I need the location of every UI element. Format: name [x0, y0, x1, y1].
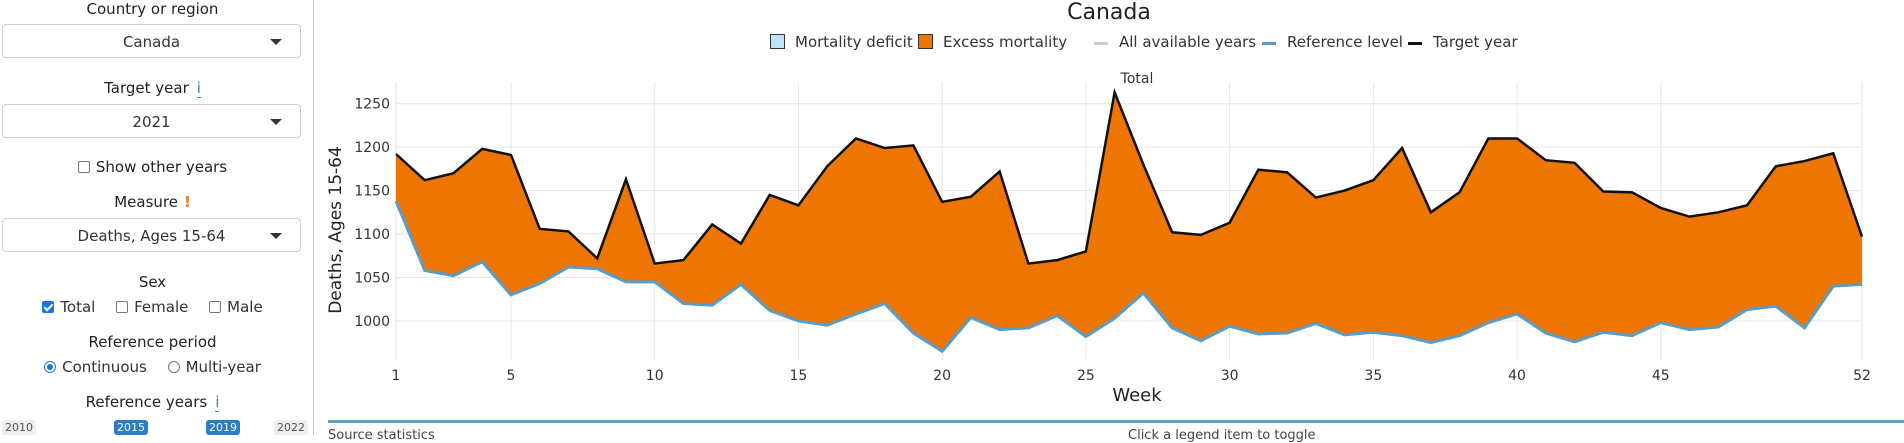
sex-option-female[interactable]: Female — [116, 298, 188, 316]
sex-option-total[interactable]: Total — [42, 298, 95, 316]
sex-option-male[interactable]: Male — [209, 298, 263, 316]
legend-all-years-label[interactable]: All available years — [1119, 33, 1257, 51]
excess-mortality-area — [396, 92, 1862, 352]
legend-target-label[interactable]: Target year — [1433, 33, 1518, 51]
sex-female-label: Female — [134, 298, 189, 316]
sex-male-label: Male — [227, 298, 263, 316]
year-slider-tick-max: 2022 — [274, 420, 308, 435]
bottom-tab-bar — [328, 420, 1904, 423]
sex-label: Sex — [138, 273, 167, 291]
show-other-years-checkbox[interactable] — [77, 161, 90, 173]
bottom-right-text[interactable]: Click a legend item to toggle — [1128, 428, 1316, 443]
reference-period-label: Reference period — [88, 333, 217, 351]
reference-years-info-icon[interactable]: i — [215, 393, 220, 412]
year-slider-handle-start[interactable]: 2015 — [114, 420, 148, 435]
reference-period-options: Continuous Multi-year — [0, 358, 305, 376]
reference-level-line — [394, 200, 1863, 354]
legend-all-years-swatch[interactable] — [1094, 42, 1108, 45]
x-tick-label: 15 — [790, 368, 808, 384]
y-tick-label: 1050 — [354, 270, 390, 286]
chart-subtitle: Total — [1120, 71, 1154, 87]
chevron-down-icon — [270, 233, 282, 239]
x-tick-label: 5 — [507, 368, 516, 384]
legend-excess-label[interactable]: Excess mortality — [943, 33, 1068, 51]
sex-total-checkbox[interactable] — [42, 301, 55, 313]
reference-years-label-row: Reference years i — [0, 393, 305, 412]
y-tick-label: 1200 — [354, 140, 390, 156]
x-tick-label: 25 — [1077, 368, 1095, 384]
x-tick-label: 20 — [933, 368, 951, 384]
legend-deficit-swatch[interactable] — [770, 34, 785, 49]
bottom-left-text[interactable]: Source statistics — [328, 428, 435, 443]
y-axis-label: Deaths, Ages 15-64 — [326, 146, 346, 314]
country-select[interactable]: Canada — [2, 24, 301, 58]
measure-label: Measure — [114, 193, 178, 211]
show-other-years-row[interactable]: Show other years — [0, 158, 305, 176]
country-label: Country or region — [86, 0, 219, 18]
x-tick-label: 35 — [1364, 368, 1382, 384]
x-tick-label: 52 — [1853, 368, 1871, 384]
reference-period-multi-year[interactable]: Multi-year — [167, 358, 261, 376]
x-tick-label: 30 — [1221, 368, 1239, 384]
y-tick-label: 1000 — [354, 314, 390, 330]
show-other-years-label: Show other years — [95, 158, 228, 176]
x-tick-label: 1 — [392, 368, 401, 384]
continuous-radio[interactable] — [44, 361, 57, 373]
control-sidebar: Country or region Canada Target year i 20… — [0, 0, 314, 435]
year-slider-tick-min: 2010 — [2, 420, 36, 435]
legend-reference-swatch[interactable] — [1262, 42, 1276, 45]
multi-year-label: Multi-year — [185, 358, 261, 376]
legend-deficit-label[interactable]: Mortality deficit — [795, 33, 913, 51]
legend-reference-label[interactable]: Reference level — [1287, 33, 1403, 51]
chevron-down-icon — [270, 39, 282, 45]
sex-female-checkbox[interactable] — [116, 301, 129, 313]
x-tick-label: 45 — [1652, 368, 1670, 384]
target-year-line — [395, 87, 1864, 265]
sex-options: Total Female Male — [0, 298, 305, 316]
measure-label-row: Measure! — [0, 193, 305, 211]
chart-title: Canada — [1067, 0, 1151, 25]
measure-select-value: Deaths, Ages 15-64 — [77, 227, 226, 245]
legend-target-swatch[interactable] — [1408, 42, 1422, 45]
target-year-label: Target year — [104, 79, 189, 97]
year-slider-handle-end[interactable]: 2019 — [206, 420, 240, 435]
measure-select[interactable]: Deaths, Ages 15-64 — [2, 218, 301, 252]
target-year-select[interactable]: 2021 — [2, 104, 301, 138]
reference-period-continuous[interactable]: Continuous — [44, 358, 147, 376]
legend-excess-swatch[interactable] — [918, 34, 933, 49]
chevron-down-icon — [270, 119, 282, 125]
chart-panel: Canada Mortality deficit Excess mortalit… — [314, 0, 1904, 443]
sex-male-checkbox[interactable] — [209, 301, 222, 313]
target-year-label-row: Target year i — [0, 79, 305, 98]
multi-year-radio[interactable] — [167, 361, 180, 373]
target-year-info-icon[interactable]: i — [196, 79, 201, 98]
reference-years-label: Reference years — [85, 393, 208, 411]
measure-warning-icon[interactable]: ! — [183, 193, 191, 211]
y-tick-label: 1100 — [354, 227, 390, 243]
country-select-value: Canada — [122, 33, 181, 51]
sex-total-label: Total — [60, 298, 96, 316]
x-tick-label: 10 — [646, 368, 664, 384]
x-tick-label: 40 — [1508, 368, 1526, 384]
target-year-select-value: 2021 — [132, 113, 171, 131]
y-tick-label: 1150 — [354, 184, 390, 200]
y-tick-label: 1250 — [354, 97, 390, 113]
x-axis-label: Week — [1112, 385, 1162, 406]
continuous-label: Continuous — [62, 358, 147, 376]
